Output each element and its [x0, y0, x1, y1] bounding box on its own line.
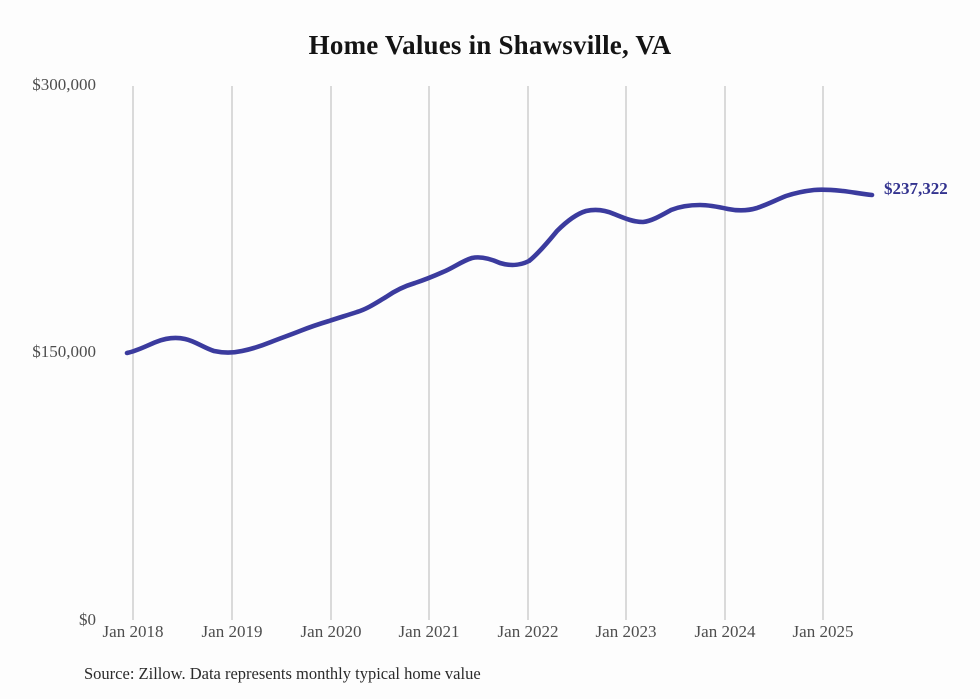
x-tick-label-jan-2019: Jan 2019 [201, 622, 263, 641]
y-tick-label-0: $0 [79, 610, 96, 629]
y-tick-label-300k: $300,000 [32, 75, 96, 94]
x-tick-label-jan-2023: Jan 2023 [595, 622, 657, 641]
chart-title: Home Values in Shawsville, VA [308, 30, 672, 60]
x-tick-label-jan-2020: Jan 2020 [300, 622, 362, 641]
source-note: Source: Zillow. Data represents monthly … [84, 664, 481, 683]
end-value-label: $237,322 [884, 179, 948, 198]
x-tick-label-jan-2025: Jan 2025 [792, 622, 854, 641]
home-value-line [124, 187, 875, 356]
y-tick-label-150k: $150,000 [32, 342, 96, 361]
x-tick-label-jan-2021: Jan 2021 [398, 622, 460, 641]
x-tick-label-jan-2024: Jan 2024 [694, 622, 756, 641]
x-tick-label-jan-2022: Jan 2022 [497, 622, 559, 641]
x-tick-label-jan-2018: Jan 2018 [102, 622, 164, 641]
